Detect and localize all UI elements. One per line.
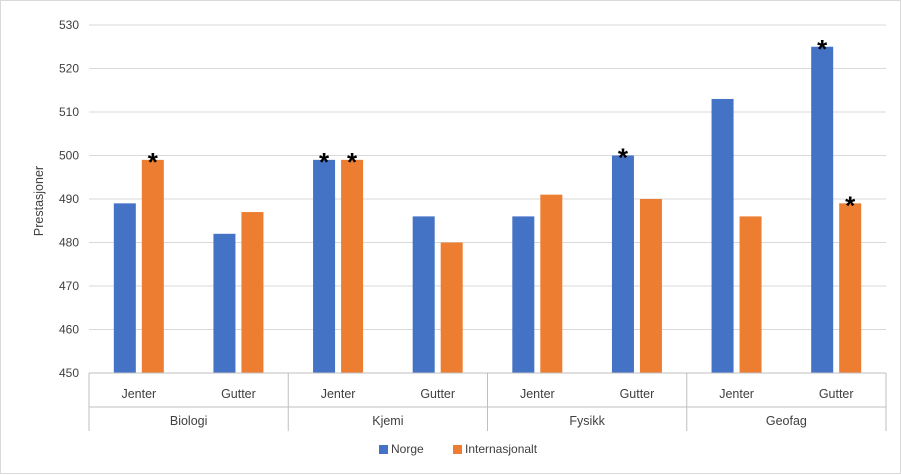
y-tick-label-450: 450 <box>59 366 79 380</box>
significance-star-norge-5: * <box>618 143 629 173</box>
significance-star-internasjonalt-2: * <box>347 147 358 177</box>
x-category-label-7: Gutter <box>819 387 854 401</box>
x-category-label-1: Gutter <box>221 387 256 401</box>
bar-internasjonalt-2 <box>341 159 364 373</box>
group-label-0: Biologi <box>170 414 208 428</box>
bar-internasjonalt-0 <box>141 159 164 373</box>
y-tick-label-500: 500 <box>59 149 79 163</box>
significance-star-norge-2: * <box>319 147 330 177</box>
y-tick-label-480: 480 <box>59 236 79 250</box>
legend-swatch-1 <box>453 445 462 454</box>
y-tick-label-520: 520 <box>59 62 79 76</box>
bar-norge-4 <box>512 216 535 373</box>
gridlines <box>89 24 886 330</box>
axes: 450 460 470 480 490 500 510 520 530 Jenter Gutter J… <box>59 18 887 431</box>
x-category-label-0: Jenter <box>121 387 156 401</box>
y-tick-label-530: 530 <box>59 18 79 32</box>
legend-label-0: Norge <box>391 442 424 456</box>
bars <box>113 46 862 373</box>
bar-norge-1 <box>213 233 236 373</box>
significance-star-norge-7: * <box>817 34 828 64</box>
bar-norge-0 <box>113 203 136 373</box>
legend: Norge Internasjonalt <box>379 442 538 456</box>
bar-norge-2 <box>313 159 336 373</box>
legend-label-1: Internasjonalt <box>465 442 538 456</box>
y-tick-label-470: 470 <box>59 279 79 293</box>
legend-swatch-0 <box>379 445 388 454</box>
y-axis-label: Prestasjoner <box>32 166 46 236</box>
group-label-1: Kjemi <box>372 414 403 428</box>
bar-internasjonalt-5 <box>639 199 662 373</box>
y-tick-label-510: 510 <box>59 105 79 119</box>
bar-internasjonalt-1 <box>241 212 264 373</box>
x-category-label-5: Gutter <box>620 387 655 401</box>
bar-internasjonalt-3 <box>440 242 463 373</box>
group-label-2: Fysikk <box>569 414 605 428</box>
y-tick-label-490: 490 <box>59 192 79 206</box>
x-category-label-3: Gutter <box>420 387 455 401</box>
bar-internasjonalt-7 <box>839 203 862 373</box>
bar-internasjonalt-6 <box>739 216 762 373</box>
significance-markers: * * * * * * <box>148 34 856 221</box>
bar-norge-5 <box>611 155 634 373</box>
group-label-3: Geofag <box>766 414 807 428</box>
significance-star-internasjonalt-0: * <box>148 147 159 177</box>
x-category-label-4: Jenter <box>520 387 555 401</box>
significance-star-internasjonalt-7: * <box>845 190 856 220</box>
bar-norge-3 <box>412 216 435 373</box>
bar-norge-7 <box>811 46 834 373</box>
bar-internasjonalt-4 <box>540 194 563 373</box>
bar-norge-6 <box>711 98 734 373</box>
x-category-label-6: Jenter <box>719 387 754 401</box>
y-tick-label-460: 460 <box>59 323 79 337</box>
x-category-label-2: Jenter <box>321 387 356 401</box>
